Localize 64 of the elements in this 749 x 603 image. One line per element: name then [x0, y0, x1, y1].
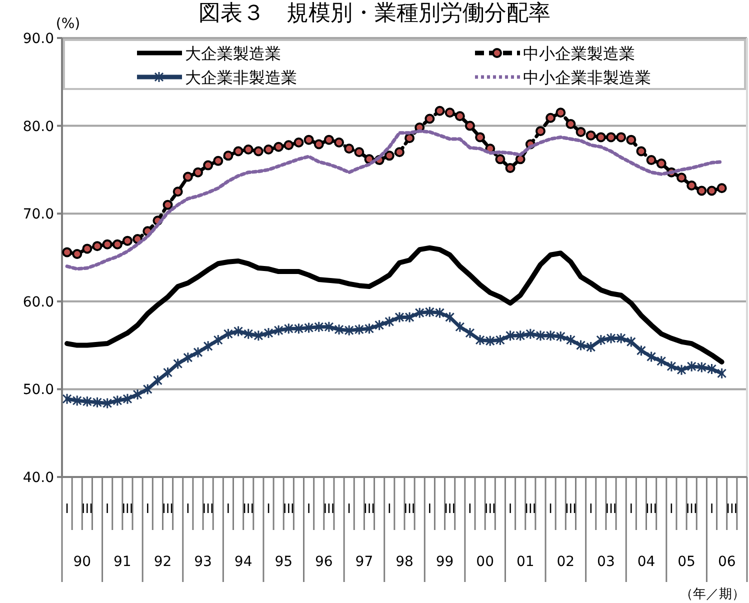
- text: 05: [678, 554, 696, 570]
- x-tick-label: I: [65, 502, 69, 517]
- text: 00: [476, 554, 494, 570]
- y-tick-label: 90.0: [22, 31, 54, 47]
- x-tick-label: III: [162, 502, 174, 517]
- x-tick-label: III: [524, 502, 536, 517]
- x-tick-label: I: [670, 502, 674, 517]
- text: 03: [597, 554, 615, 570]
- text: 96: [315, 554, 333, 570]
- text: 06: [718, 554, 736, 570]
- text: 01: [516, 554, 534, 570]
- text: 91: [114, 554, 132, 570]
- x-tick-label: III: [122, 502, 134, 517]
- y-tick-label: 60.0: [22, 294, 54, 310]
- chart-title: 図表３ 規模別・業種別労働分配率: [198, 1, 550, 26]
- x-tick-label: I: [629, 502, 634, 517]
- y-axis-title: (%): [56, 16, 80, 32]
- text: 90: [73, 554, 92, 570]
- x-tick-label: I: [266, 502, 270, 517]
- x-tick-label: III: [726, 502, 738, 517]
- x-tick-label: III: [686, 502, 698, 517]
- y-tick-label: 40.0: [22, 470, 54, 486]
- x-tick-label: I: [105, 502, 110, 517]
- text: 93: [194, 554, 212, 570]
- text: 95: [274, 554, 293, 570]
- text: 94: [234, 554, 252, 570]
- x-tick-label: I: [226, 502, 230, 517]
- text: 97: [355, 554, 374, 570]
- x-tick-label: I: [186, 502, 190, 517]
- text: 98: [396, 554, 414, 570]
- x-tick-label: III: [444, 502, 456, 517]
- legend-label: 大企業非製造業: [185, 68, 297, 87]
- x-tick-label: III: [484, 502, 496, 517]
- y-tick-label: 80.0: [22, 118, 54, 135]
- x-tick-label: III: [202, 502, 214, 517]
- x-tick-label: III: [564, 502, 576, 517]
- y-tick-label: 50.0: [22, 382, 54, 398]
- x-tick-label: I: [387, 502, 392, 517]
- x-tick-label: III: [282, 502, 294, 517]
- x-tick-label: I: [508, 502, 512, 517]
- x-tick-label: I: [468, 502, 472, 517]
- text: 04: [637, 554, 656, 570]
- x-tick-label: I: [548, 502, 552, 517]
- x-tick-label: III: [363, 502, 375, 517]
- x-tick-label: I: [588, 502, 593, 517]
- text: （年／期）: [680, 587, 745, 602]
- x-tick-label: III: [605, 502, 617, 517]
- legend-label: 中小企業製造業: [523, 44, 635, 63]
- text: 02: [556, 554, 575, 570]
- x-tick-label: I: [347, 502, 352, 517]
- text: 99: [436, 554, 454, 570]
- x-tick-label: I: [428, 502, 432, 517]
- legend-label: 大企業製造業: [185, 44, 281, 63]
- text: 92: [154, 554, 172, 570]
- x-tick-label: III: [242, 502, 254, 517]
- x-tick-label: III: [646, 502, 658, 517]
- legend-label: 中小企業非製造業: [523, 68, 651, 87]
- x-tick-label: III: [81, 502, 93, 517]
- x-tick-label: III: [323, 502, 335, 517]
- y-tick-label: 70.0: [22, 206, 54, 223]
- x-tick-label: III: [404, 502, 416, 517]
- x-tick-label: I: [146, 502, 150, 517]
- x-tick-label: I: [306, 502, 311, 517]
- x-tick-label: I: [710, 502, 714, 517]
